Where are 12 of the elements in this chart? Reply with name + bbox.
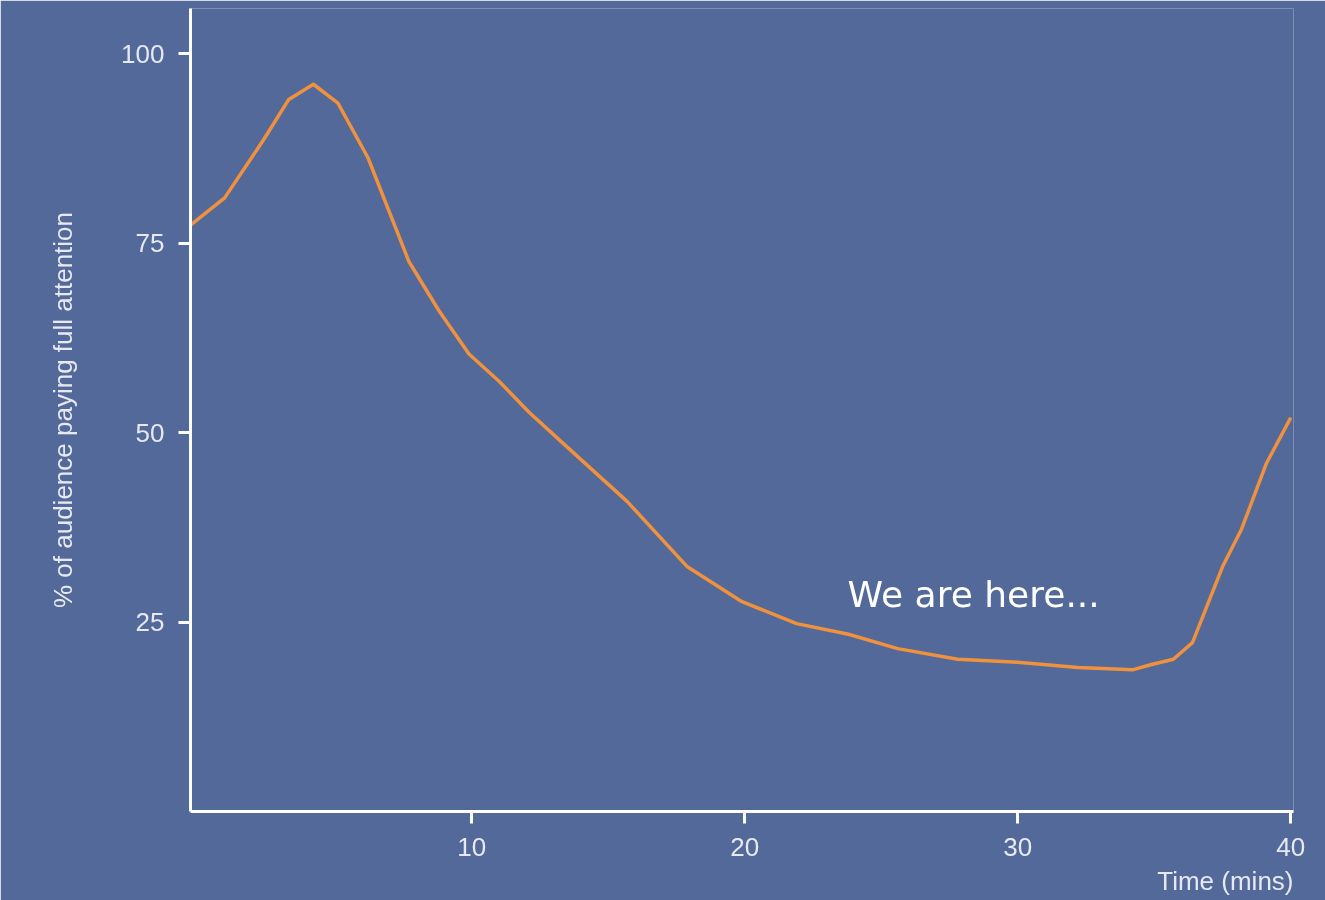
y-tick-label: 75 (135, 228, 165, 259)
x-tick-label: 30 (1003, 831, 1033, 862)
x-tick-label: 20 (730, 831, 760, 862)
x-axis-title: Time (mins) (1157, 865, 1294, 896)
y-tick-label: 100 (121, 38, 165, 69)
y-tick-label: 25 (135, 607, 165, 638)
x-tick-label: 10 (457, 831, 487, 862)
line-series (190, 82, 1293, 672)
x-tick-label: 40 (1276, 831, 1306, 862)
y-tick-label: 50 (135, 417, 165, 448)
y-axis-title: % of audience paying full attention (48, 211, 79, 609)
annotation: We are here... (847, 574, 1100, 616)
